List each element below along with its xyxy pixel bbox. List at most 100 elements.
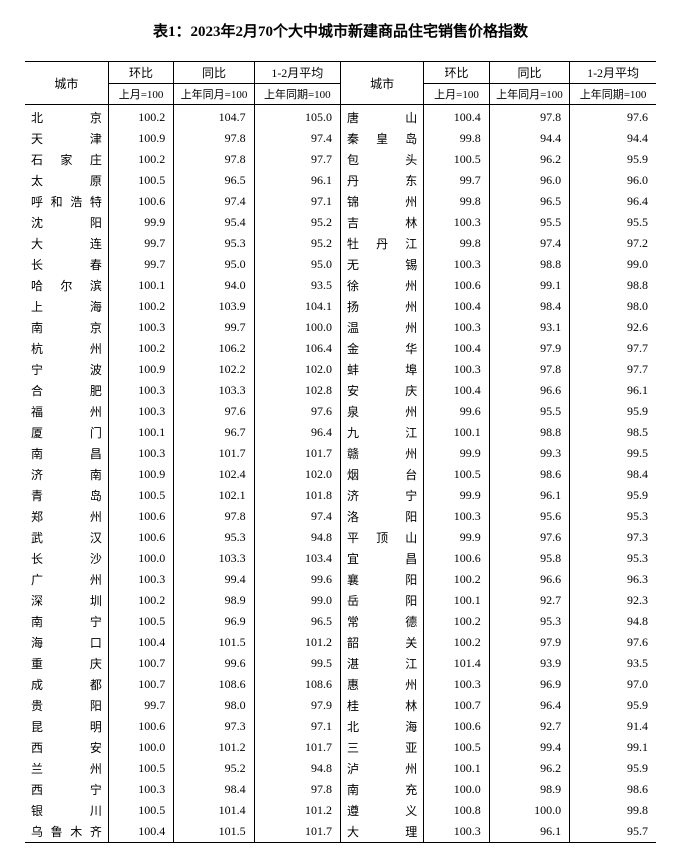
- yoy-right: 97.8: [489, 359, 569, 380]
- city-left: 西宁: [25, 779, 108, 800]
- yoy-left: 99.7: [174, 317, 254, 338]
- city-left: 南昌: [25, 443, 108, 464]
- yoy-left: 99.4: [174, 569, 254, 590]
- yoy-left: 96.7: [174, 422, 254, 443]
- mom-right: 100.2: [424, 611, 489, 632]
- avg-right: 95.9: [570, 485, 656, 506]
- city-left: 长春: [25, 254, 108, 275]
- city-left: 郑州: [25, 506, 108, 527]
- mom-right: 100.8: [424, 800, 489, 821]
- city-right: 韶关: [340, 632, 423, 653]
- mom-left: 100.0: [108, 548, 173, 569]
- mom-left: 100.5: [108, 485, 173, 506]
- avg-left: 97.8: [254, 779, 340, 800]
- table-row: 广州100.399.499.6襄阳100.296.696.3: [25, 569, 656, 590]
- mom-right: 100.3: [424, 674, 489, 695]
- city-right: 岳阳: [340, 590, 423, 611]
- yoy-right: 98.8: [489, 422, 569, 443]
- city-right: 惠州: [340, 674, 423, 695]
- yoy-right: 92.7: [489, 716, 569, 737]
- city-right: 牡丹江: [340, 233, 423, 254]
- mom-left: 100.3: [108, 317, 173, 338]
- yoy-left: 95.2: [174, 758, 254, 779]
- mom-right: 100.3: [424, 212, 489, 233]
- yoy-left: 101.4: [174, 800, 254, 821]
- city-right: 唐山: [340, 105, 423, 129]
- mom-left: 100.6: [108, 716, 173, 737]
- mom-right: 100.4: [424, 380, 489, 401]
- yoy-right: 96.1: [489, 821, 569, 843]
- table-row: 成都100.7108.6108.6惠州100.396.997.0: [25, 674, 656, 695]
- avg-left: 99.5: [254, 653, 340, 674]
- mom-right: 100.4: [424, 338, 489, 359]
- mom-left: 100.3: [108, 779, 173, 800]
- avg-right: 95.9: [570, 695, 656, 716]
- avg-right: 98.4: [570, 464, 656, 485]
- header-yoy-right: 同比: [489, 62, 569, 84]
- yoy-right: 97.6: [489, 527, 569, 548]
- avg-left: 101.8: [254, 485, 340, 506]
- yoy-left: 96.9: [174, 611, 254, 632]
- mom-right: 99.7: [424, 170, 489, 191]
- city-left: 海口: [25, 632, 108, 653]
- city-right: 蚌埠: [340, 359, 423, 380]
- city-left: 石家庄: [25, 149, 108, 170]
- city-right: 扬州: [340, 296, 423, 317]
- avg-right: 98.8: [570, 275, 656, 296]
- city-right: 襄阳: [340, 569, 423, 590]
- mom-right: 99.9: [424, 443, 489, 464]
- mom-left: 100.0: [108, 737, 173, 758]
- avg-left: 99.6: [254, 569, 340, 590]
- city-right: 南充: [340, 779, 423, 800]
- yoy-left: 95.0: [174, 254, 254, 275]
- city-right: 湛江: [340, 653, 423, 674]
- city-left: 西安: [25, 737, 108, 758]
- table-row: 乌鲁木齐100.4101.5101.7大理100.396.195.7: [25, 821, 656, 843]
- city-right: 包头: [340, 149, 423, 170]
- city-left: 哈尔滨: [25, 275, 108, 296]
- mom-left: 100.6: [108, 191, 173, 212]
- mom-left: 100.2: [108, 105, 173, 129]
- avg-left: 97.4: [254, 506, 340, 527]
- avg-left: 105.0: [254, 105, 340, 129]
- yoy-right: 95.8: [489, 548, 569, 569]
- yoy-left: 98.9: [174, 590, 254, 611]
- city-left: 济南: [25, 464, 108, 485]
- mom-left: 100.9: [108, 464, 173, 485]
- mom-left: 100.1: [108, 275, 173, 296]
- yoy-right: 97.9: [489, 632, 569, 653]
- table-row: 石家庄100.297.897.7包头100.596.295.9: [25, 149, 656, 170]
- avg-left: 94.8: [254, 527, 340, 548]
- header-avg-left: 1-2月平均: [254, 62, 340, 84]
- city-right: 秦皇岛: [340, 128, 423, 149]
- city-right: 泉州: [340, 401, 423, 422]
- table-row: 重庆100.799.699.5湛江101.493.993.5: [25, 653, 656, 674]
- avg-left: 96.4: [254, 422, 340, 443]
- table-row: 济南100.9102.4102.0烟台100.598.698.4: [25, 464, 656, 485]
- mom-right: 99.8: [424, 128, 489, 149]
- avg-left: 97.4: [254, 128, 340, 149]
- avg-right: 97.3: [570, 527, 656, 548]
- avg-right: 95.7: [570, 821, 656, 843]
- city-right: 泸州: [340, 758, 423, 779]
- avg-right: 95.9: [570, 401, 656, 422]
- table-row: 青岛100.5102.1101.8济宁99.996.195.9: [25, 485, 656, 506]
- avg-left: 103.4: [254, 548, 340, 569]
- mom-left: 100.5: [108, 611, 173, 632]
- avg-right: 96.4: [570, 191, 656, 212]
- avg-left: 101.7: [254, 737, 340, 758]
- yoy-left: 97.8: [174, 506, 254, 527]
- mom-right: 100.4: [424, 296, 489, 317]
- avg-right: 97.6: [570, 632, 656, 653]
- header-mom-sub-left: 上月=100: [108, 84, 173, 105]
- table-row: 南宁100.596.996.5常德100.295.394.8: [25, 611, 656, 632]
- yoy-right: 96.6: [489, 569, 569, 590]
- header-city-right: 城市: [340, 62, 423, 105]
- table-row: 北京100.2104.7105.0唐山100.497.897.6: [25, 105, 656, 129]
- avg-left: 95.0: [254, 254, 340, 275]
- yoy-left: 102.1: [174, 485, 254, 506]
- yoy-right: 96.4: [489, 695, 569, 716]
- table-row: 合肥100.3103.3102.8安庆100.496.696.1: [25, 380, 656, 401]
- avg-right: 96.0: [570, 170, 656, 191]
- yoy-right: 93.1: [489, 317, 569, 338]
